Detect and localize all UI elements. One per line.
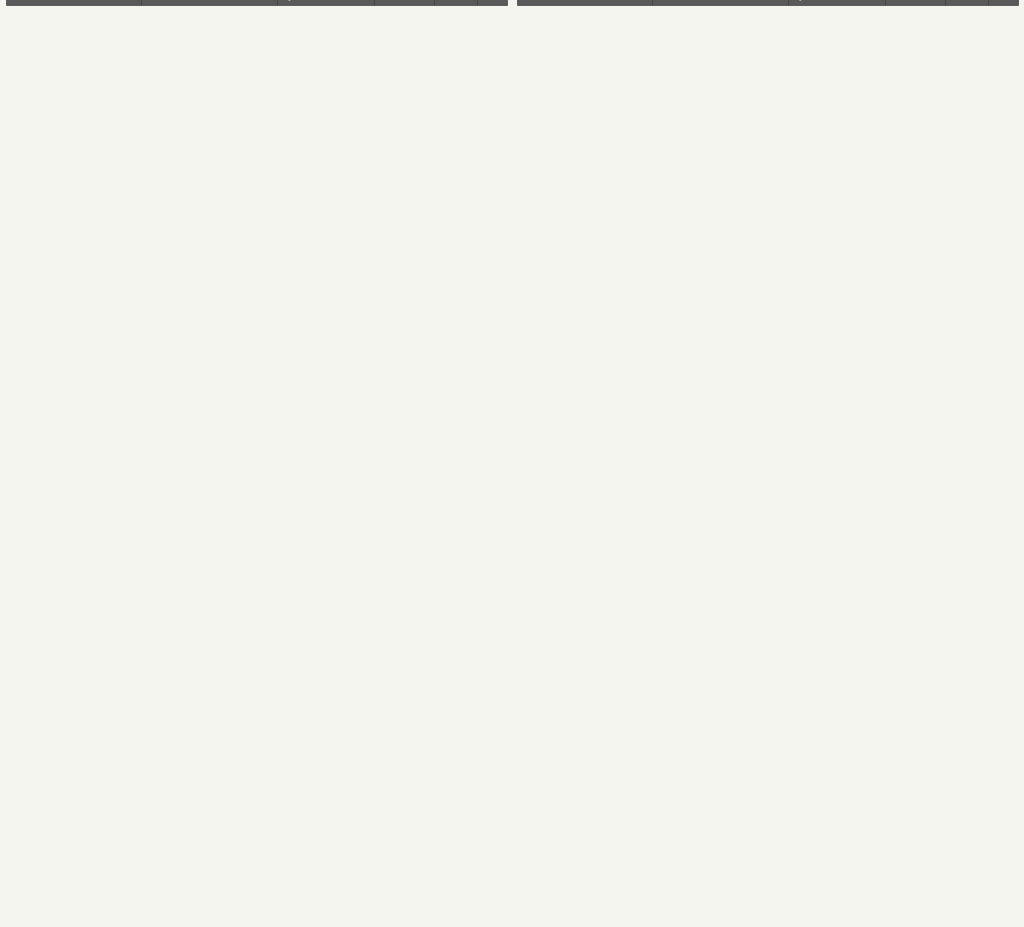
Bar: [945, 0, 988, 6]
Bar: [652, 0, 787, 6]
Bar: [988, 0, 1018, 6]
Bar: [6, 0, 141, 6]
Bar: [141, 0, 276, 6]
Bar: [517, 0, 652, 6]
Bar: [477, 0, 507, 6]
Bar: [374, 0, 434, 6]
Bar: [276, 0, 374, 6]
Bar: [434, 0, 477, 6]
Bar: [787, 0, 885, 6]
Bar: [885, 0, 945, 6]
